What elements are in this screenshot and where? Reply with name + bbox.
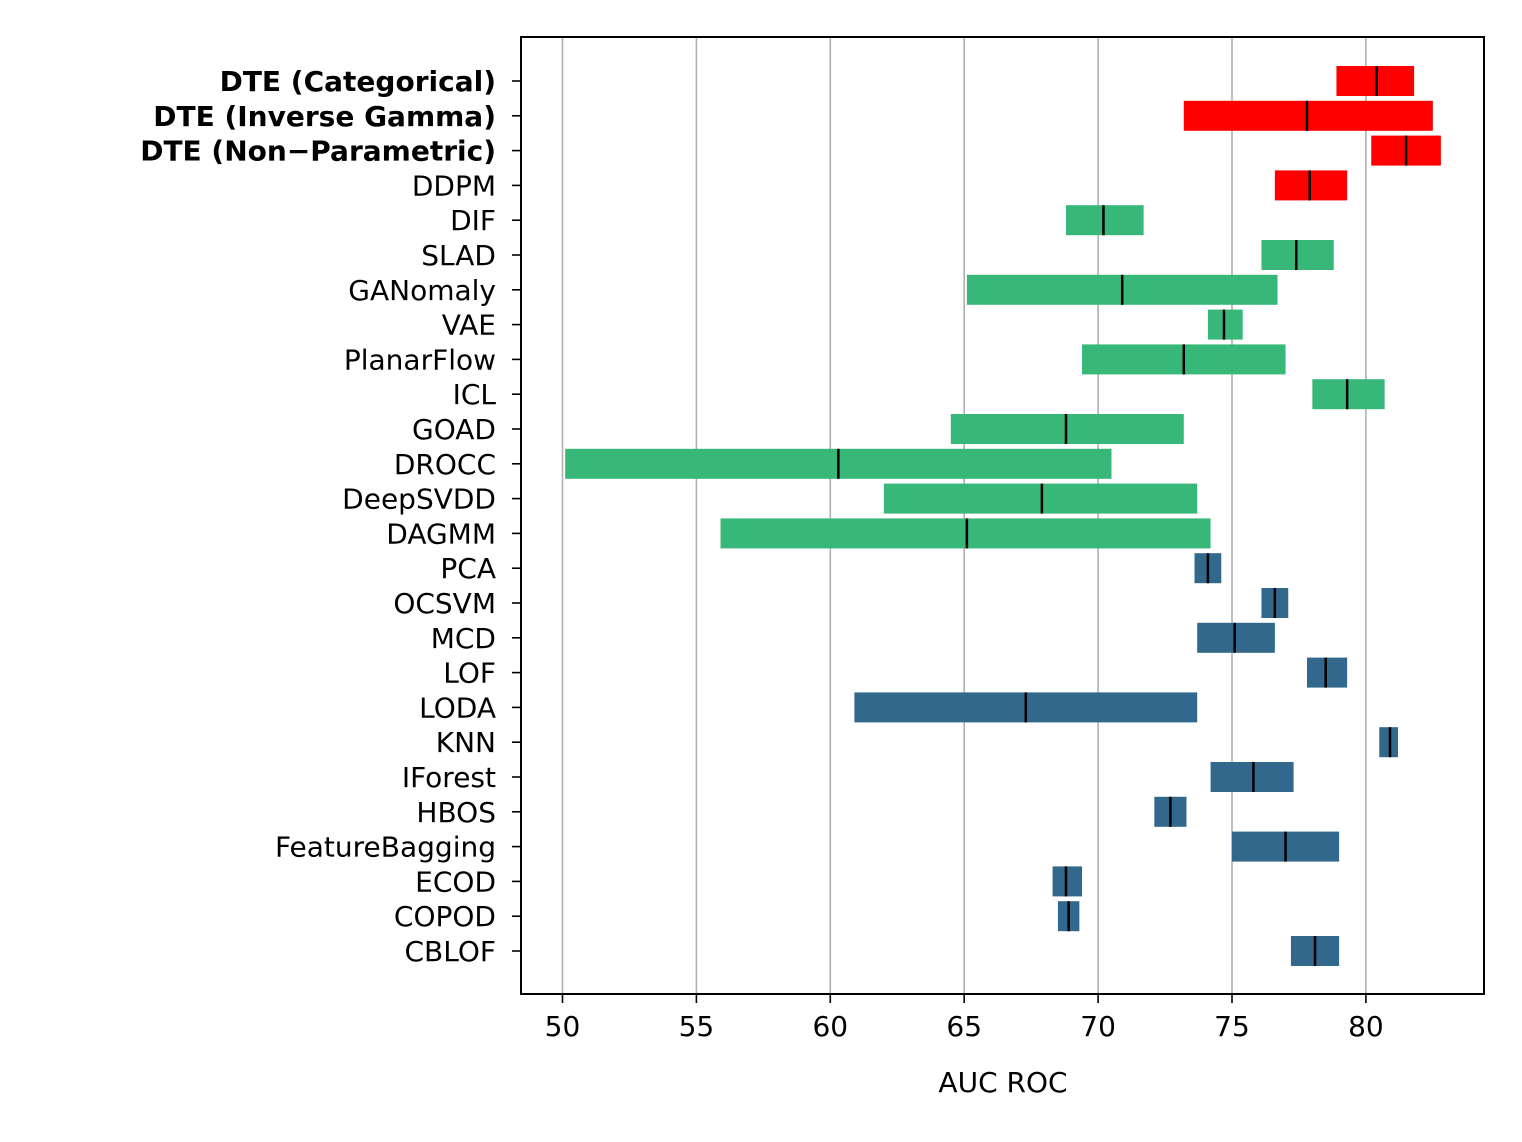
y-tick-label: FeatureBagging: [275, 831, 496, 864]
x-axis-ticks: 50 55 60 65 70 75 80: [545, 994, 1384, 1043]
y-tick-label: HBOS: [416, 796, 496, 829]
y-tick-label: DROCC: [394, 448, 496, 481]
y-tick-label: PCA: [440, 552, 496, 585]
x-tick-label: 55: [679, 1010, 715, 1043]
range-bar: [1379, 727, 1399, 758]
y-tick-label: GOAD: [412, 413, 496, 446]
range-bar: [1052, 866, 1083, 897]
range-bar: [1336, 66, 1415, 96]
x-tick-label: 75: [1214, 1010, 1250, 1043]
y-tick-label: DIF: [450, 204, 496, 237]
range-bar: [1261, 240, 1334, 270]
range-bar: [1183, 100, 1433, 131]
range-bar: [883, 483, 1198, 514]
x-axis-label: AUC ROC: [938, 1066, 1067, 1099]
y-tick-label: COPOD: [394, 900, 496, 933]
y-tick-label: DTE (Non−Parametric): [140, 135, 496, 168]
y-tick-label: MCD: [431, 622, 496, 655]
range-bar: [1306, 657, 1348, 688]
y-axis-ticks: DTE (Categorical)DTE (Inverse Gamma)DTE …: [140, 65, 521, 968]
y-tick-label: DAGMM: [386, 517, 496, 550]
y-tick-label: SLAD: [421, 239, 496, 272]
y-tick-label: ECOD: [415, 865, 496, 898]
median-markers: [837, 66, 1408, 966]
y-tick-label: DDPM: [412, 169, 496, 202]
y-tick-label: CBLOF: [404, 935, 496, 968]
y-tick-label: DeepSVDD: [342, 483, 496, 516]
y-tick-label: DTE (Categorical): [220, 65, 496, 98]
range-bar: [950, 414, 1184, 444]
x-tick-label: 50: [545, 1010, 581, 1043]
range-bar: [1065, 205, 1144, 236]
range-bar: [1207, 309, 1243, 340]
y-tick-label: LOF: [443, 657, 496, 690]
y-tick-label: VAE: [442, 309, 496, 342]
range-bar: [1274, 170, 1348, 201]
y-tick-label: KNN: [436, 726, 496, 759]
range-bar: [1210, 762, 1294, 792]
y-tick-label: GANomaly: [348, 274, 496, 307]
y-tick-label: OCSVM: [393, 587, 496, 620]
x-tick-label: 65: [946, 1010, 982, 1043]
x-tick-label: 70: [1080, 1010, 1116, 1043]
y-tick-label: DTE (Inverse Gamma): [153, 100, 496, 133]
y-tick-label: PlanarFlow: [344, 343, 496, 376]
y-tick-label: LODA: [419, 691, 496, 724]
range-bar: [1197, 622, 1275, 653]
x-tick-label: 60: [812, 1010, 848, 1043]
range-bar: [720, 518, 1211, 549]
y-tick-label: ICL: [453, 378, 497, 411]
y-tick-label: IForest: [402, 761, 496, 794]
plot-frame: [520, 36, 1485, 995]
range-bar: [1312, 379, 1385, 410]
x-tick-label: 80: [1348, 1010, 1384, 1043]
